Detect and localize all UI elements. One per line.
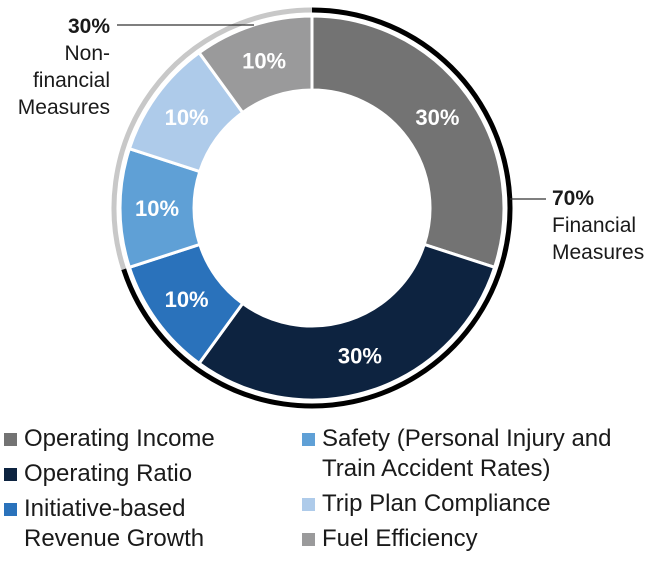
legend-item-operating-ratio: Operating Ratio	[4, 459, 284, 489]
legend-label: Initiative-based Revenue Growth	[24, 495, 205, 552]
donut-slice-0	[310, 14, 506, 270]
slice-label-4: 10%	[165, 105, 209, 130]
slice-label-5: 10%	[242, 49, 286, 74]
non-financial-ring-arc	[111, 7, 312, 270]
donut-slice-1	[197, 242, 497, 402]
legend-right: Safety (Personal Injury and Train Accide…	[302, 424, 662, 559]
slice-label-0: 30%	[415, 105, 459, 130]
legend-item-safety: Safety (Personal Injury and Train Accide…	[302, 424, 662, 484]
legend-label: Operating Ratio	[24, 460, 193, 487]
legend-label: Fuel Efficiency	[322, 525, 478, 552]
donut-chart: 30% 30% 10% 10% 10% 10%	[111, 7, 546, 409]
legend-item-revenue-growth: Initiative-based Revenue Growth	[4, 494, 284, 554]
donut-slice-5	[197, 14, 314, 115]
slice-label-2: 10%	[165, 287, 209, 312]
legend-label: Operating Income	[24, 425, 215, 452]
legend-item-fuel-efficiency: Fuel Efficiency	[302, 524, 662, 554]
legend-swatch	[4, 503, 17, 516]
non-financial-label: Non-financial Measures	[17, 41, 110, 119]
legend-label: Safety (Personal Injury and Train Accide…	[322, 425, 612, 482]
non-financial-callout: 30% Non-financial Measures	[0, 14, 110, 122]
legend-label: Trip Plan Compliance	[322, 490, 551, 517]
legend-swatch	[302, 498, 315, 511]
legend-left: Operating Income Operating Ratio Initiat…	[4, 424, 284, 559]
financial-ring-arc	[121, 7, 513, 409]
financial-callout: 70% Financial Measures	[552, 186, 662, 267]
legend-swatch	[4, 468, 17, 481]
legend-swatch	[302, 533, 315, 546]
legend-swatch	[302, 433, 315, 446]
slice-label-3: 10%	[135, 196, 179, 221]
legend-swatch	[4, 433, 17, 446]
non-financial-percent: 30%	[67, 15, 110, 38]
slice-label-1: 30%	[338, 343, 382, 368]
financial-percent: 70%	[552, 187, 595, 210]
financial-label: Financial Measures	[552, 213, 645, 264]
legend-item-trip-plan: Trip Plan Compliance	[302, 489, 662, 519]
legend-item-operating-income: Operating Income	[4, 424, 284, 454]
